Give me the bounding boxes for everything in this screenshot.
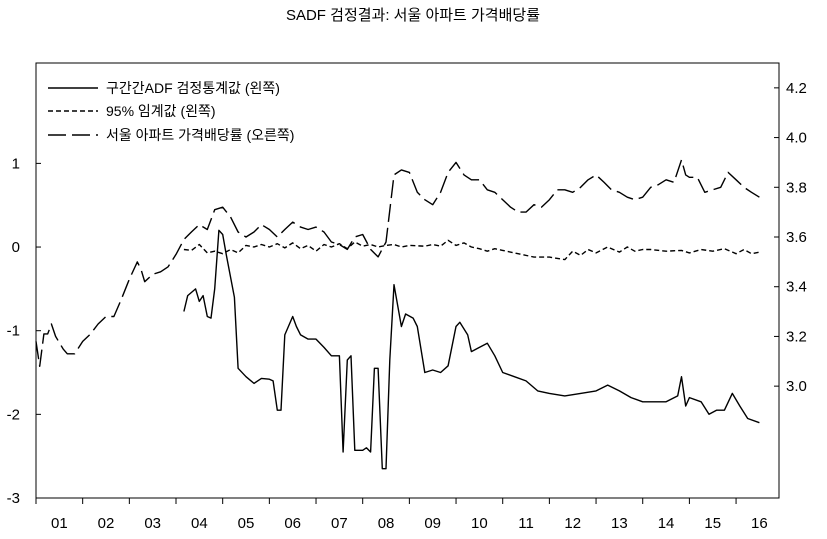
x-tick-label: 12 — [564, 515, 581, 532]
right-tick-label: 3.6 — [786, 229, 807, 246]
legend-label-yield: 서울 아파트 가격배당률 (오른쪽) — [106, 127, 294, 143]
legend: 구간간ADF 검정통계값 (왼쪽) 95% 임계값 (왼쪽) 서울 아파트 가격… — [48, 80, 294, 143]
left-tick-label: -1 — [7, 323, 20, 340]
x-tick-label: 05 — [238, 515, 255, 532]
left-tick-label: 1 — [12, 155, 20, 172]
x-tick-label: 15 — [704, 515, 721, 532]
x-tick-label: 11 — [518, 515, 534, 532]
right-tick-label: 4.2 — [786, 80, 807, 97]
x-tick-label: 06 — [284, 515, 301, 532]
x-tick-label: 10 — [471, 515, 488, 532]
left-tick-label: 0 — [12, 239, 20, 256]
x-tick-label: 07 — [331, 515, 348, 532]
right-tick-label: 3.0 — [786, 378, 807, 395]
right-tick-label: 3.2 — [786, 328, 807, 345]
x-tick-label: 01 — [51, 515, 68, 532]
series-line-2 — [183, 239, 760, 261]
legend-label-critical: 95% 임계값 (왼쪽) — [106, 103, 216, 119]
x-tick-label: 02 — [98, 515, 115, 532]
x-tick-label: 13 — [611, 515, 628, 532]
right-tick-label: 4.0 — [786, 130, 807, 147]
right-axis: 3.0 3.2 3.4 3.6 3.8 4.0 4.2 — [774, 80, 807, 395]
right-tick-label: 3.4 — [786, 279, 807, 296]
x-tick-label: 14 — [658, 515, 675, 532]
x-tick-label: 03 — [144, 515, 161, 532]
series-line-3 — [35, 159, 760, 367]
x-tick-label: 08 — [378, 515, 395, 532]
x-tick-label: 16 — [751, 515, 768, 532]
left-axis: -3 -2 -1 0 1 — [7, 155, 41, 507]
chart-title: SADF 검정결과: 서울 아파트 가격배당률 — [286, 7, 540, 24]
series-line-1 — [183, 229, 760, 470]
x-tick-label: 04 — [191, 515, 208, 532]
series-layer — [35, 159, 760, 470]
right-tick-label: 3.8 — [786, 179, 807, 196]
plot-frame — [35, 62, 780, 499]
left-tick-label: -2 — [7, 406, 20, 423]
left-tick-label: -3 — [7, 490, 20, 507]
x-axis: 01 02 03 04 05 06 07 08 09 10 11 12 13 14 15 16 — [35, 498, 768, 532]
legend-label-adf: 구간간ADF 검정통계값 (왼쪽) — [106, 80, 280, 96]
x-tick-label: 09 — [424, 515, 441, 532]
